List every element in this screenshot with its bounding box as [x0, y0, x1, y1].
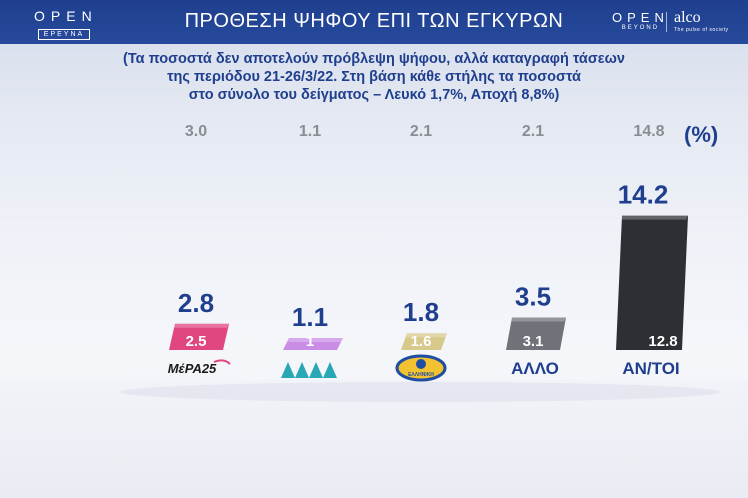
bar-label-valid-4: 14.2 — [618, 180, 669, 210]
open-erevna-logo: OPEN ΕΡΕΥΝΑ — [34, 9, 94, 41]
prev-label-4: 14.8 — [633, 123, 664, 140]
subtitle-line-3: στο σύνολο του δείγματος – Λευκό 1,7%, Α… — [188, 87, 560, 103]
bar-2 — [401, 333, 447, 350]
bar-highlight-2 — [406, 333, 447, 338]
bar-4 — [616, 215, 688, 350]
unit-label: (%) — [684, 122, 719, 147]
bar-label-valid-3: 3.5 — [515, 281, 551, 311]
bar-highlight-3 — [511, 317, 566, 322]
bar-label-sample-1: 1 — [306, 333, 314, 350]
elliniki-lysi-logo-text: ΕΛΛΗΝΙΚΗ — [408, 372, 434, 378]
bar-label-valid-0: 2.8 — [178, 288, 214, 318]
left-logo-triangle-3 — [323, 362, 337, 378]
left-logo-triangle-1 — [295, 362, 309, 378]
alco-logo: alco — [674, 9, 701, 26]
bar-0 — [169, 323, 229, 350]
bar-label-valid-2: 1.8 — [403, 297, 439, 327]
prev-label-3: 2.1 — [522, 123, 544, 140]
logo-right-big: OPEN — [612, 10, 669, 25]
logo-right-small: BEYOND — [621, 25, 660, 31]
subtitle: (Τα ποσοστά δεν αποτελούν πρόβλεψη ψήφου… — [0, 50, 748, 104]
bar-1 — [283, 338, 343, 350]
bar-label-sample-3: 3.1 — [523, 333, 544, 350]
bar-highlight-0 — [174, 323, 229, 328]
open-beyond-logo: OPEN BEYOND — [612, 11, 669, 31]
mera25-logo-swoosh — [213, 359, 231, 365]
left-logo-triangle-0 — [281, 362, 295, 378]
mera25-logo-text: ΜέΡΑ25 — [168, 361, 217, 376]
page-title: ΠΡΟΘΕΣΗ ΨΗΦΟΥ ΕΠΙ ΤΩΝ ΕΓΚΥΡΩΝ — [184, 10, 564, 32]
bar-label-sample-2: 1.6 — [411, 333, 432, 350]
category-label-antoi: ΑΝ/ΤΟΙ — [622, 359, 679, 378]
logo-left-big: OPEN — [34, 8, 98, 24]
prev-label-0: 3.0 — [185, 123, 207, 140]
category-label-allo: ΑΛΛΟ — [511, 359, 559, 378]
logo-left-small: ΕΡΕΥΝΑ — [37, 29, 91, 40]
logo-divider — [666, 12, 667, 32]
bar-label-sample-4: 12.8 — [648, 333, 677, 350]
prev-label-1: 1.1 — [299, 123, 321, 140]
subtitle-line-1: (Τα ποσοστά δεν αποτελούν πρόβλεψη ψήφου… — [123, 51, 625, 67]
prev-label-2: 2.1 — [410, 123, 432, 140]
bar-label-valid-1: 1.1 — [292, 302, 328, 332]
bar-label-sample-0: 2.5 — [186, 333, 207, 350]
bar-highlight-1 — [288, 338, 343, 342]
subtitle-line-2: της περιόδου 21-26/3/22. Στη βάση κάθε σ… — [167, 69, 581, 85]
bar-highlight-4 — [621, 215, 688, 220]
left-logo-triangle-2 — [309, 362, 323, 378]
header-bar: OPEN ΕΡΕΥΝΑ ΠΡΟΘΕΣΗ ΨΗΦΟΥ ΕΠΙ ΤΩΝ ΕΓΚΥΡΩ… — [0, 0, 748, 44]
elliniki-lysi-emblem — [416, 359, 426, 369]
floor-shadow — [120, 382, 720, 402]
alco-tagline: The pulse of society — [674, 27, 729, 33]
bar-3 — [506, 317, 566, 350]
